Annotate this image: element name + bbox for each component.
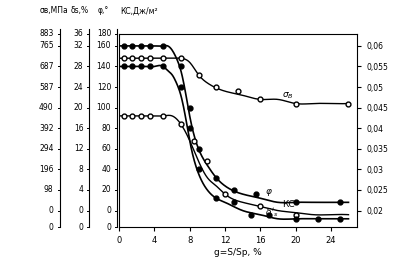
Text: 20: 20 bbox=[74, 103, 83, 112]
Text: 294: 294 bbox=[39, 144, 54, 153]
Text: 28: 28 bbox=[74, 62, 83, 71]
Text: 40: 40 bbox=[101, 165, 111, 174]
Text: 24: 24 bbox=[74, 83, 83, 92]
Text: 0: 0 bbox=[49, 223, 54, 231]
Text: 0: 0 bbox=[49, 206, 54, 215]
Text: 60: 60 bbox=[101, 144, 111, 153]
Text: 16: 16 bbox=[74, 124, 83, 133]
Text: 98: 98 bbox=[44, 186, 54, 195]
Text: 765: 765 bbox=[39, 41, 54, 50]
Text: φ,°: φ,° bbox=[98, 6, 109, 15]
Text: 0: 0 bbox=[79, 223, 83, 231]
Text: КС: КС bbox=[282, 200, 295, 209]
Text: 80: 80 bbox=[102, 124, 111, 133]
Text: 100: 100 bbox=[96, 103, 111, 112]
Text: σв,МПа: σв,МПа bbox=[39, 6, 68, 15]
Text: 4: 4 bbox=[79, 186, 83, 195]
Text: $\varphi$: $\varphi$ bbox=[265, 187, 272, 198]
Text: 20: 20 bbox=[102, 186, 111, 195]
Text: 36: 36 bbox=[73, 29, 83, 38]
Text: 687: 687 bbox=[39, 62, 54, 71]
Text: 32: 32 bbox=[74, 41, 83, 50]
Text: 883: 883 bbox=[39, 29, 54, 38]
Text: δs,%: δs,% bbox=[70, 6, 89, 15]
Text: 140: 140 bbox=[96, 62, 111, 71]
Text: 490: 490 bbox=[39, 103, 54, 112]
Text: 0: 0 bbox=[79, 206, 83, 215]
Text: 392: 392 bbox=[39, 124, 54, 133]
Text: 12: 12 bbox=[74, 144, 83, 153]
X-axis label: g=S/Sр, %: g=S/Sр, % bbox=[214, 248, 262, 257]
Text: КС,Дж/м²: КС,Дж/м² bbox=[120, 6, 158, 15]
Text: 180: 180 bbox=[97, 29, 111, 38]
Text: 160: 160 bbox=[96, 41, 111, 50]
Text: 587: 587 bbox=[39, 83, 54, 92]
Text: 0: 0 bbox=[106, 223, 111, 231]
Text: 196: 196 bbox=[39, 165, 54, 174]
Text: $\delta'_s$: $\delta'_s$ bbox=[265, 206, 278, 219]
Text: $\sigma_B$: $\sigma_B$ bbox=[282, 90, 294, 101]
Text: 120: 120 bbox=[97, 83, 111, 92]
Text: 8: 8 bbox=[79, 165, 83, 174]
Text: 0: 0 bbox=[106, 206, 111, 215]
